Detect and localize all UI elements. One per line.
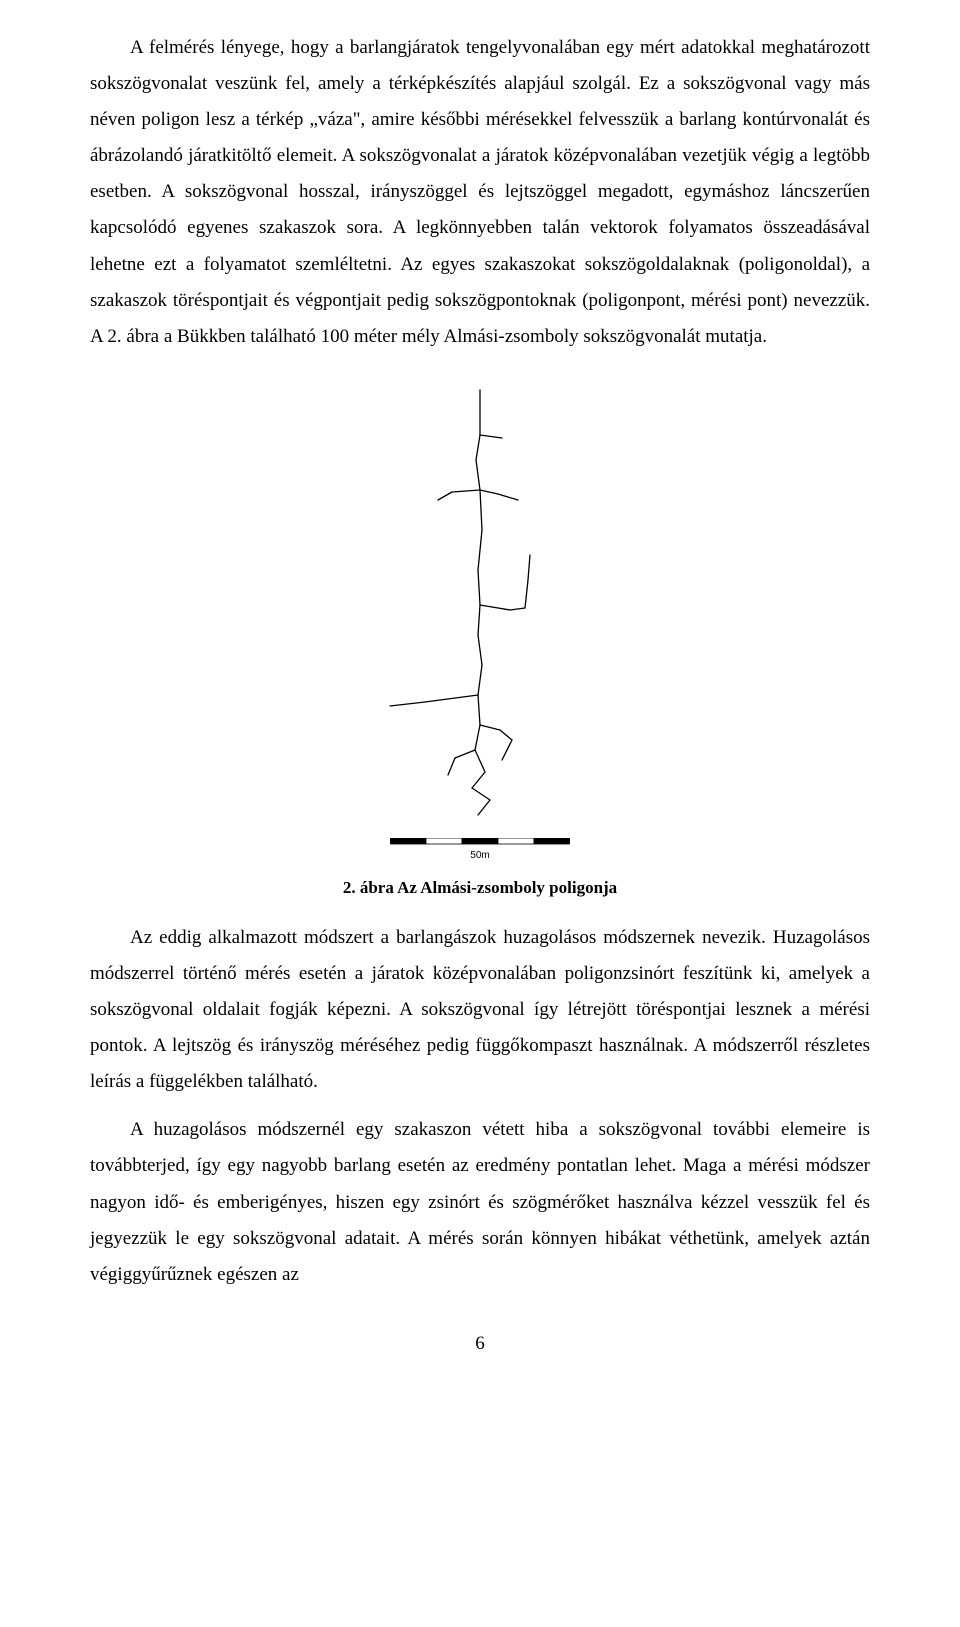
figure-caption: 2. ábra Az Almási-zsomboly poligonja <box>90 878 870 898</box>
figure-polygon: 50m 2. ábra Az Almási-zsomboly poligonja <box>90 380 870 898</box>
scale-bar: 50m <box>90 838 870 864</box>
page-number: 6 <box>90 1333 870 1355</box>
paragraph-1: A felmérés lényege, hogy a barlangjárato… <box>90 30 870 355</box>
page: A felmérés lényege, hogy a barlangjárato… <box>0 0 960 1395</box>
paragraph-2: Az eddig alkalmazott módszert a barlangá… <box>90 920 870 1100</box>
paragraph-3: A huzagolásos módszernél egy szakaszon v… <box>90 1112 870 1292</box>
cave-polygon-svg <box>330 380 630 820</box>
scale-bar-svg: 50m <box>390 838 570 864</box>
svg-text:50m: 50m <box>470 850 489 861</box>
